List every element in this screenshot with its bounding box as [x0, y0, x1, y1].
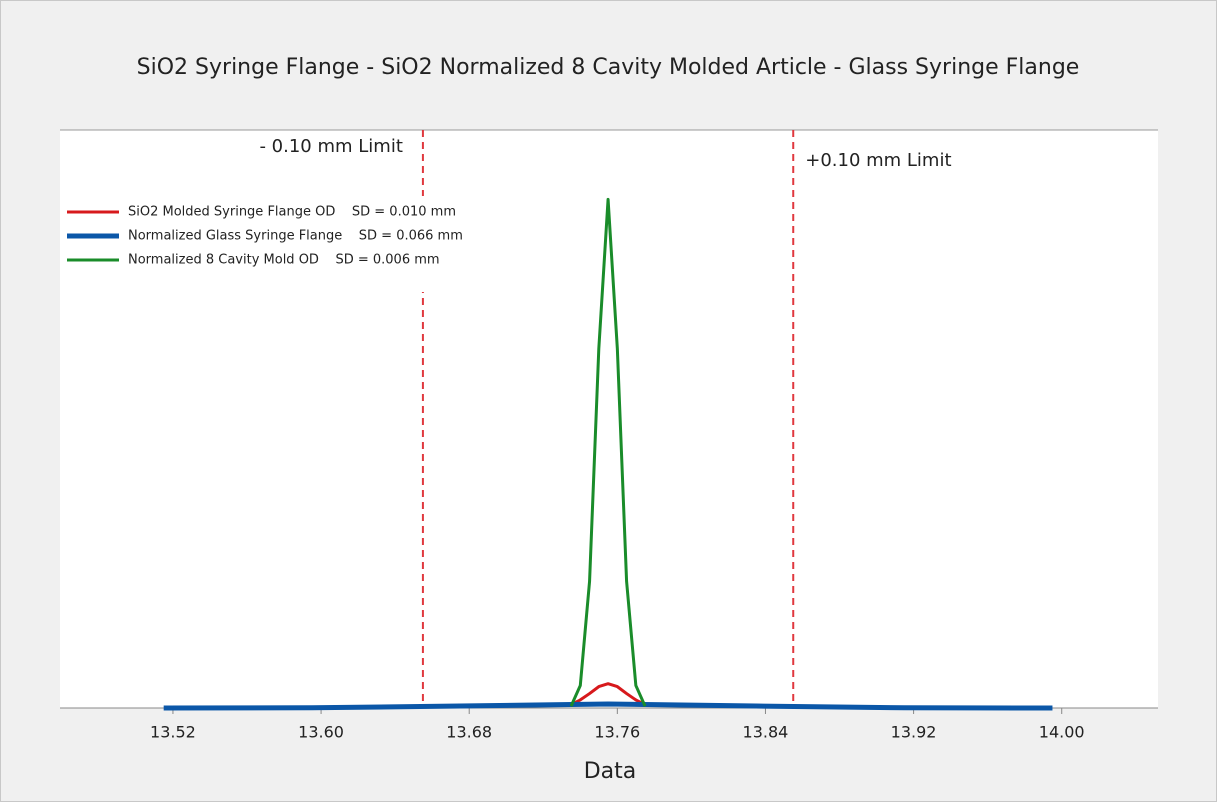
limit-label: +0.10 mm Limit	[805, 150, 951, 171]
series-line	[569, 197, 647, 707]
x-tick-label: 13.76	[594, 723, 640, 742]
legend-label: Normalized Glass Syringe Flange SD = 0.0…	[128, 229, 463, 244]
x-tick-label: 13.60	[298, 723, 344, 742]
limit-label: - 0.10 mm Limit	[259, 136, 402, 157]
x-tick-label: 13.52	[150, 723, 196, 742]
x-tick-label: 14.00	[1039, 723, 1085, 742]
x-axis-label: Data	[584, 759, 637, 784]
legend-label: SiO2 Molded Syringe Flange OD SD = 0.010…	[128, 205, 456, 220]
x-tick-label: 13.92	[891, 723, 937, 742]
chart-title: SiO2 Syringe Flange - SiO2 Normalized 8 …	[137, 55, 1080, 80]
legend-label: Normalized 8 Cavity Mold OD SD = 0.006 m…	[128, 253, 440, 268]
x-tick-label: 13.84	[743, 723, 789, 742]
x-tick-label: 13.68	[446, 723, 492, 742]
legend-box	[64, 196, 544, 292]
series-line	[570, 682, 646, 706]
series-line	[163, 701, 1053, 711]
